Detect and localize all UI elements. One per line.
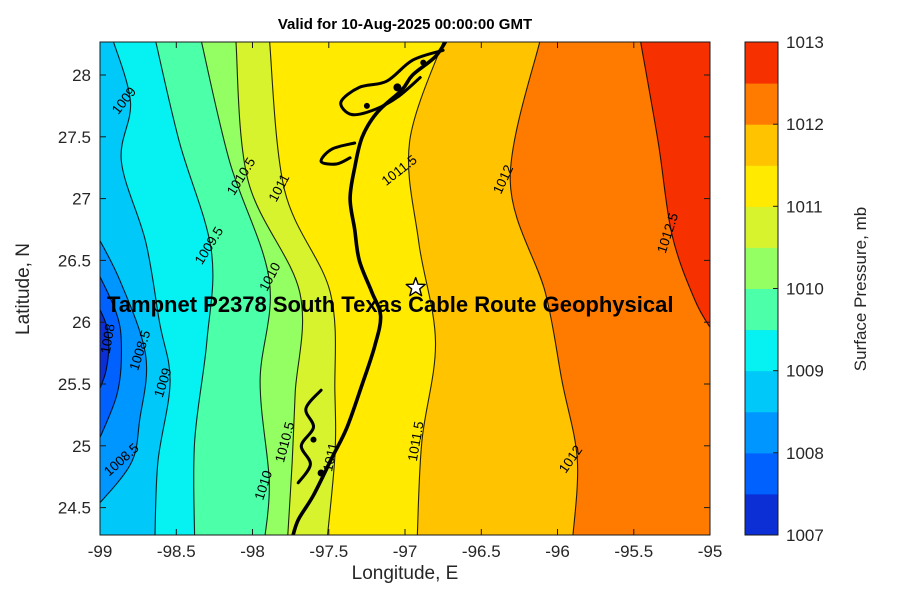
- colorbar: 1013 1012 1011 1010 1009 1008 1007: [744, 33, 824, 545]
- x-tick-label: -96: [545, 542, 570, 561]
- x-tick-label: -97: [393, 542, 418, 561]
- y-tick-label: 27.5: [58, 128, 91, 147]
- colorbar-tick-label: 1008: [786, 444, 824, 463]
- x-tick-label: -97.5: [309, 542, 348, 561]
- colorbar-tick-label: 1012: [786, 115, 824, 134]
- y-tick-label: 28: [72, 66, 91, 85]
- chart-title: Valid for 10-Aug-2025 00:00:00 GMT: [277, 16, 533, 33]
- route-star-marker: [405, 276, 426, 297]
- y-tick-label: 26: [72, 313, 91, 332]
- y-tick-label: 25.5: [58, 375, 91, 394]
- colorbar-tick-label: 1010: [786, 280, 824, 299]
- y-axis-label: Latitude, N: [13, 243, 34, 335]
- contour-label: 1008: [98, 323, 118, 355]
- colorbar-tick-label: 1009: [786, 362, 824, 381]
- colorbar-label: Surface Pressure, mb: [851, 206, 870, 372]
- x-tick-label: -98: [240, 542, 265, 561]
- contour-label: 1011: [320, 441, 341, 473]
- x-tick-label: -99: [88, 542, 113, 561]
- axis-ticks: -99 -98.5 -98 -97.5 -97 -96.5 -96 -95.5 -95 28 27.…: [58, 42, 722, 561]
- contour-fills: [100, 42, 710, 535]
- y-tick-label: 27: [72, 190, 91, 209]
- x-axis-label: Longitude, E: [351, 563, 459, 584]
- y-tick-label: 26.5: [58, 251, 91, 270]
- coastline: [291, 42, 448, 535]
- x-tick-label: -95.5: [614, 542, 653, 561]
- x-tick-label: -95: [698, 542, 723, 561]
- colorbar-tick-label: 1007: [786, 526, 824, 545]
- y-tick-label: 25: [72, 437, 91, 456]
- x-tick-label: -96.5: [462, 542, 501, 561]
- colorbar-tick-label: 1013: [786, 33, 824, 52]
- x-tick-label: -98.5: [157, 542, 196, 561]
- contour-lines: [100, 42, 710, 535]
- y-tick-label: 24.5: [58, 499, 91, 518]
- contour-label: 1011.5: [405, 420, 427, 462]
- route-annotation: Tampnet P2378 South Texas Cable Route Ge…: [107, 292, 674, 317]
- colorbar-tick-label: 1011: [786, 197, 823, 216]
